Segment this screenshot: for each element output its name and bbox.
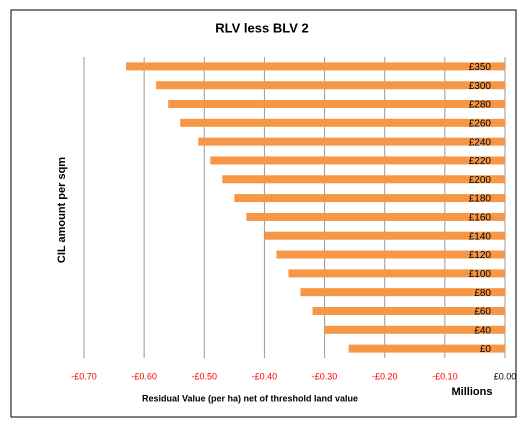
y-tick-label: £260 [469, 118, 492, 129]
bar [180, 118, 505, 127]
y-tick-label: £240 [469, 137, 492, 148]
bar [156, 81, 505, 90]
y-tick-label: £140 [469, 231, 492, 242]
bar [234, 194, 505, 203]
y-tick-label: £160 [469, 213, 492, 224]
y-tick-label: £60 [474, 307, 491, 318]
y-tick-label: £0 [480, 344, 492, 355]
bar [348, 344, 505, 353]
bar [126, 62, 505, 71]
y-tick-label: £200 [469, 175, 492, 186]
y-tick-label: £220 [469, 156, 492, 167]
x-tick-label: -£0.60 [131, 371, 157, 381]
x-tick-label: -£0.70 [71, 371, 97, 381]
x-axis-title: Residual Value (per ha) net of threshold… [142, 393, 358, 403]
x-tick-label: -£0.20 [372, 371, 398, 381]
bar [168, 100, 505, 109]
y-tick-label: £100 [469, 269, 492, 280]
y-tick-label: £40 [474, 325, 491, 336]
bar [198, 137, 505, 146]
x-tick-label: £0.00 [494, 371, 517, 381]
y-tick-label: £300 [469, 81, 492, 92]
display-units: Millions [452, 386, 493, 398]
bar [246, 212, 505, 221]
x-tick-label: -£0.30 [312, 371, 338, 381]
y-tick-label: £80 [474, 288, 491, 299]
bar [222, 175, 506, 184]
bar [276, 250, 505, 259]
bar [210, 156, 506, 165]
bar [300, 288, 505, 297]
x-tick-label: -£0.40 [252, 371, 278, 381]
bar [324, 325, 505, 334]
y-tick-label: £280 [469, 100, 492, 111]
bar [288, 269, 505, 278]
y-axis-title: CIL amount per sqm [56, 157, 68, 263]
y-tick-label: £350 [469, 62, 492, 73]
y-tick-label: £180 [469, 194, 492, 205]
y-tick-label: £120 [469, 250, 492, 261]
chart-title: RLV less BLV 2 [215, 20, 308, 35]
bar [312, 306, 505, 315]
bar [264, 231, 505, 240]
x-tick-label: -£0.10 [432, 371, 458, 381]
x-tick-label: -£0.50 [192, 371, 218, 381]
